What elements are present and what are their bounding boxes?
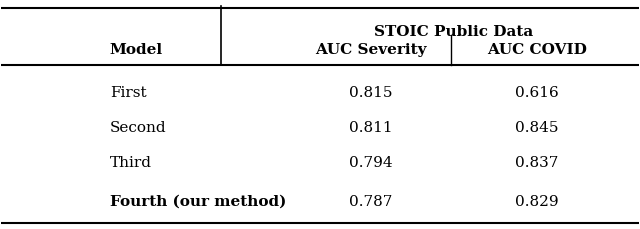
Text: STOIC Public Data: STOIC Public Data <box>374 25 534 39</box>
Text: First: First <box>109 86 147 100</box>
Text: 0.811: 0.811 <box>349 121 393 135</box>
Text: 0.794: 0.794 <box>349 156 393 170</box>
Text: Third: Third <box>109 156 152 170</box>
Text: Fourth (our method): Fourth (our method) <box>109 195 286 209</box>
Text: AUC COVID: AUC COVID <box>486 43 587 57</box>
Text: 0.829: 0.829 <box>515 195 559 209</box>
Text: Second: Second <box>109 121 166 135</box>
Text: 0.845: 0.845 <box>515 121 559 135</box>
Text: 0.815: 0.815 <box>349 86 393 100</box>
Text: 0.616: 0.616 <box>515 86 559 100</box>
Text: 0.787: 0.787 <box>349 195 393 209</box>
Text: 0.837: 0.837 <box>515 156 558 170</box>
Text: Model: Model <box>109 43 163 57</box>
Text: AUC Severity: AUC Severity <box>316 43 427 57</box>
